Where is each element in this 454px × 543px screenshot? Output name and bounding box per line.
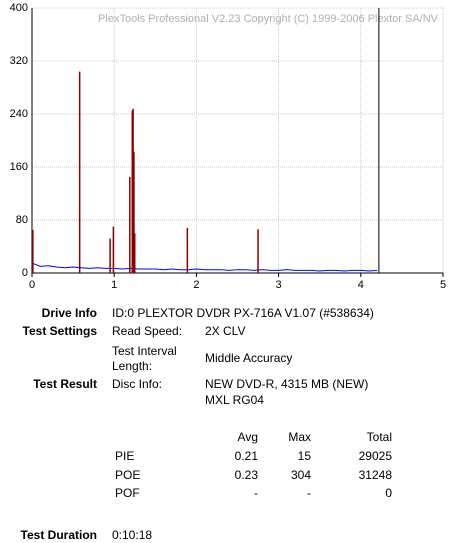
y-tick-label: 0 <box>22 267 28 279</box>
label: Test Result <box>33 377 97 391</box>
x-tick-label: 0 <box>29 279 35 291</box>
stats-cell: 0.23 <box>234 467 258 482</box>
x-tick-label: 3 <box>276 279 282 291</box>
x-tick-label: 5 <box>440 279 446 291</box>
stats-row-name: PIE <box>115 449 135 463</box>
x-tick-label: 2 <box>193 279 199 291</box>
stats-header: Total <box>366 430 392 444</box>
disc-line: MXL RG04 <box>205 393 264 407</box>
pie-line <box>31 262 378 272</box>
value: ID:0 PLEXTOR DVDR PX-716A V1.07 (#538634… <box>112 306 374 320</box>
stats-cell: 304 <box>290 467 311 482</box>
stats-cell: 29025 <box>358 449 392 463</box>
x-tick-label: 4 <box>358 279 364 291</box>
stats-row-name: POF <box>115 486 140 500</box>
stats-header: Max <box>288 430 311 444</box>
disc-label: Disc Info: <box>112 377 163 391</box>
stats-cell: - <box>307 486 311 500</box>
stats-cell: 0 <box>385 486 392 500</box>
setting-name: Read Speed: <box>112 324 183 338</box>
watermark: PlexTools Professional V2.23 Copyright (… <box>98 13 439 25</box>
stats-cell: 31248 <box>358 467 392 482</box>
y-tick-label: 80 <box>16 214 28 226</box>
y-tick-label: 160 <box>10 161 28 173</box>
stats-header: Avg <box>237 430 258 444</box>
disc-line: NEW DVD-R, 4315 MB (NEW) <box>205 377 369 391</box>
label: Test Settings <box>22 324 97 338</box>
stats-cell: 15 <box>297 449 311 463</box>
label: Test Duration <box>20 528 97 542</box>
setting-name: Test Interval Length: <box>112 344 177 373</box>
label: Drive Info <box>41 306 97 320</box>
y-tick-label: 400 <box>10 2 28 14</box>
chart: PlexTools Professional V2.23 Copyright (… <box>10 2 446 291</box>
x-tick-label: 1 <box>111 279 117 291</box>
y-tick-label: 240 <box>10 108 28 120</box>
setting-value: 2X CLV <box>205 324 246 338</box>
stats-cell: - <box>254 486 258 500</box>
value: 0:10:18 <box>112 528 153 542</box>
stats-cell: 0.21 <box>234 449 258 463</box>
setting-value: Middle Accuracy <box>205 351 293 365</box>
stats-row-name: POE <box>115 467 141 482</box>
y-tick-label: 320 <box>10 55 28 67</box>
